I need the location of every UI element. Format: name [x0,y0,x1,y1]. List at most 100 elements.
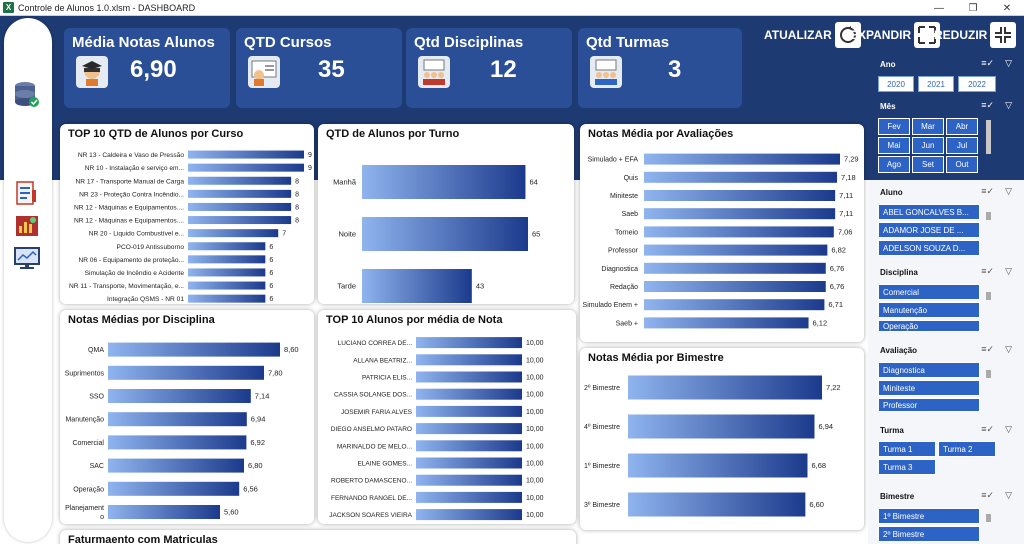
slicer-ano-2021[interactable]: 2021 [918,76,954,92]
bar[interactable] [108,389,251,403]
slicer-ano-2022[interactable]: 2022 [958,76,996,92]
database-icon[interactable] [13,80,43,110]
bar[interactable] [362,269,472,303]
bar[interactable] [108,342,280,357]
bar[interactable] [644,244,828,256]
clear-filter-icon[interactable]: ▽ [1005,344,1012,354]
clear-filter-icon[interactable]: ▽ [1005,424,1012,434]
expandir-button[interactable]: EXPANDIR [850,20,941,50]
bar[interactable] [108,412,247,427]
bar[interactable] [644,281,826,292]
slicer-disciplina-item[interactable]: Manutenção [878,302,980,318]
slicer-avaliacao-item[interactable]: Diagnostica [878,362,980,378]
slicer-mes-item[interactable]: Ago [878,156,910,173]
clear-filter-icon[interactable]: ▽ [1005,266,1012,276]
bar[interactable] [108,365,264,380]
multiselect-icon[interactable]: ≡✓ [981,100,994,110]
bar[interactable] [188,202,292,211]
slicer-disciplina-scrollbar[interactable] [986,292,991,300]
bar[interactable] [416,509,522,521]
slicer-bimestre-item[interactable]: 2º Bimestre [878,526,980,542]
slicer-bimestre-item[interactable]: 1º Bimestre [878,508,980,524]
form-icon[interactable] [14,180,40,206]
multiselect-icon[interactable]: ≡✓ [981,424,994,434]
bar[interactable] [644,153,840,165]
bar[interactable] [362,217,528,251]
bar[interactable] [416,491,522,503]
bar[interactable] [416,337,522,349]
bar[interactable] [362,165,526,199]
bar[interactable] [644,262,826,274]
slicer-mes-scrollbar[interactable] [986,120,991,154]
close-icon[interactable]: ✕ [1002,2,1012,14]
clear-filter-icon[interactable]: ▽ [1005,490,1012,500]
clear-filter-icon[interactable]: ▽ [1005,100,1012,110]
clear-filter-icon[interactable]: ▽ [1005,58,1012,68]
clear-filter-icon[interactable]: ▽ [1005,186,1012,196]
multiselect-icon[interactable]: ≡✓ [981,186,994,196]
slicer-avaliacao-item[interactable]: Professor [878,398,980,412]
bar[interactable] [416,423,522,435]
bar[interactable] [628,492,806,517]
bar[interactable] [644,208,836,220]
bar[interactable] [416,440,522,452]
slicer-disciplina-item[interactable]: Operação [878,320,980,332]
bar[interactable] [416,371,522,383]
slicer-mes-item[interactable]: Jun [912,137,944,154]
slicer-avaliacao-scrollbar[interactable] [986,370,991,378]
slicer-ano-2020[interactable]: 2020 [878,76,914,92]
bar[interactable] [188,216,292,225]
multiselect-icon[interactable]: ≡✓ [981,490,994,500]
slicer-aluno-item[interactable]: ADAMOR JOSE DE ... [878,222,980,238]
bar[interactable] [188,281,266,290]
bar[interactable] [188,163,304,172]
slicer-aluno-item[interactable]: ADELSON SOUZA D... [878,240,980,256]
minimize-icon[interactable]: — [934,2,944,14]
bar[interactable] [628,375,822,400]
slicer-turma-item[interactable]: Turma 3 [878,459,936,475]
slicer-mes-item[interactable]: Jul [946,137,978,154]
reduzir-button[interactable]: REDUZIR [934,20,1017,50]
bar[interactable] [188,242,266,251]
bar[interactable] [416,388,522,400]
bar[interactable] [628,414,815,439]
bar[interactable] [108,481,240,496]
bar[interactable] [188,229,279,238]
bar[interactable] [644,317,809,329]
slicer-mes-item[interactable]: Mai [878,137,910,154]
slicer-disciplina-item[interactable]: Comercial [878,284,980,300]
bar[interactable] [108,435,247,450]
bar[interactable] [416,457,522,469]
slicer-aluno-item[interactable]: ABEL GONCALVES B... [878,204,980,220]
bar[interactable] [644,190,836,201]
slicer-avaliacao-item[interactable]: Miniteste [878,380,980,396]
bar[interactable] [188,255,266,264]
slicer-mes-item[interactable]: Set [912,156,944,173]
bar[interactable] [108,458,244,473]
bar[interactable] [628,453,808,478]
restore-icon[interactable]: ❐ [968,2,978,14]
slicer-turma-item[interactable]: Turma 2 [938,441,996,457]
slicer-aluno-scrollbar[interactable] [986,212,991,220]
bar[interactable] [108,505,220,519]
bar[interactable] [188,176,292,185]
bar[interactable] [644,226,834,238]
slicer-bimestre-scrollbar[interactable] [986,514,991,522]
monitor-icon[interactable] [13,246,41,270]
multiselect-icon[interactable]: ≡✓ [981,344,994,354]
bar[interactable] [188,189,292,198]
slicer-mes-item[interactable]: Mar [912,118,944,135]
multiselect-icon[interactable]: ≡✓ [981,266,994,276]
bar[interactable] [188,294,266,303]
report-icon[interactable] [14,214,40,238]
bar[interactable] [416,474,522,486]
slicer-mes-item[interactable]: Out [946,156,978,173]
bar[interactable] [188,268,266,277]
bar[interactable] [188,150,304,159]
slicer-mes-item[interactable]: Fev [878,118,910,135]
bar[interactable] [644,299,825,311]
atualizar-button[interactable]: ATUALIZAR [764,20,861,50]
bar[interactable] [644,171,838,183]
multiselect-icon[interactable]: ≡✓ [981,58,994,68]
slicer-mes-item[interactable]: Abr [946,118,978,135]
